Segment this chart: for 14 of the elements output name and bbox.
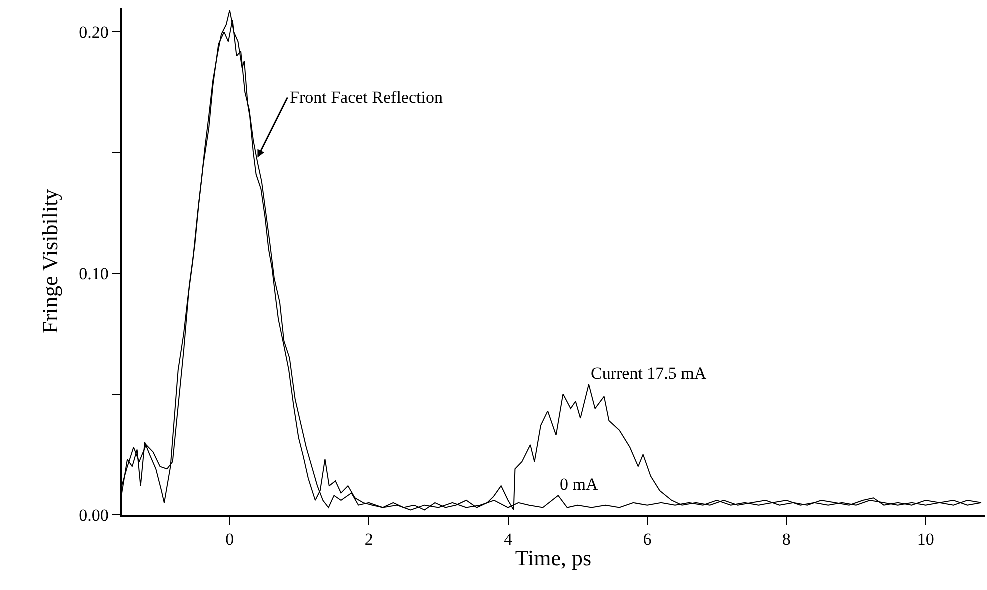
x-axis-title: Time, ps [515,546,592,571]
y-axis-title: Fringe Visibility [37,189,62,334]
annotation: Front Facet Reflection [290,88,444,107]
series-label: Current 17.5 mA [591,364,708,383]
x-tick-label: 10 [917,530,934,550]
y-tick-label: 0.20 [79,23,109,42]
x-tick-label: 4 [504,530,514,550]
x-tick-label: 6 [643,530,652,550]
x-tick-label: 2 [364,530,374,550]
series-label: 0 mA [560,475,599,494]
x-tick-label: 0 [226,530,234,550]
y-tick-label: 0.10 [79,264,109,284]
x-tick-label: 8 [782,530,791,550]
y-tick-label: 0.00 [79,506,109,525]
